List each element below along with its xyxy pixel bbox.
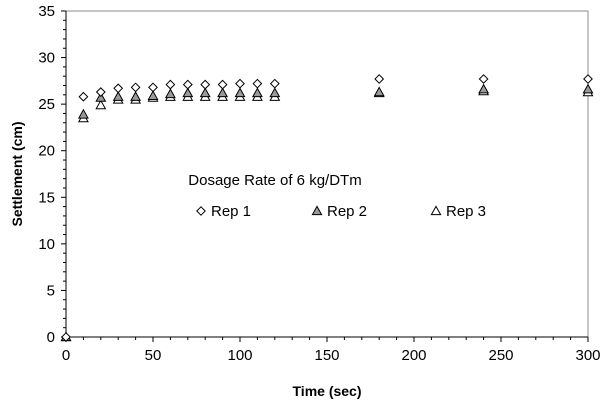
x-axis-title: Time (sec): [293, 383, 362, 399]
legend-label-rep-1: Rep 1: [211, 203, 251, 220]
y-tick-label: 25: [38, 96, 55, 113]
point-rep-1: [374, 74, 385, 84]
y-tick-label: 5: [47, 282, 55, 299]
point-rep-1: [200, 79, 211, 90]
legend-marker-rep-3: [430, 205, 442, 216]
point-rep-1: [252, 78, 263, 89]
point-rep-2: [77, 108, 89, 119]
point-rep-2: [130, 91, 142, 101]
y-tick-label: 35: [38, 3, 55, 20]
legend-label-rep-2: Rep 2: [327, 203, 367, 220]
point-rep-1: [235, 78, 245, 89]
point-rep-2: [112, 91, 124, 101]
point-rep-1: [182, 79, 193, 90]
y-axis-title: Settlement (cm): [9, 121, 25, 226]
point-rep-1: [165, 79, 176, 90]
point-rep-1: [269, 78, 280, 89]
point-rep-1: [95, 87, 106, 97]
point-rep-1: [148, 82, 158, 93]
point-rep-1: [113, 83, 124, 94]
y-tick-label: 30: [38, 50, 55, 67]
point-rep-1: [78, 91, 89, 102]
legend-marker-rep-1: [196, 206, 206, 216]
plot-area: [65, 10, 589, 338]
point-rep-2: [373, 86, 385, 97]
y-tick-label: 0: [47, 329, 55, 346]
point-rep-2: [269, 87, 281, 98]
y-tick-label: 15: [38, 189, 55, 206]
legend-label-rep-3: Rep 3: [446, 203, 486, 220]
dosage-annotation: Dosage Rate of 6 kg/DTm: [188, 172, 361, 189]
data-markers: [60, 74, 594, 342]
point-rep-2: [582, 83, 594, 94]
x-tick-label: 50: [145, 347, 162, 364]
point-rep-2: [182, 87, 194, 98]
point-rep-2: [478, 83, 490, 94]
point-rep-1: [130, 82, 141, 93]
point-rep-3: [95, 99, 107, 110]
point-rep-2: [164, 88, 176, 99]
point-rep-2: [251, 87, 263, 98]
x-tick-label: 300: [575, 347, 600, 364]
point-rep-2: [234, 87, 246, 98]
x-tick-label: 100: [227, 347, 252, 364]
point-rep-2: [217, 87, 229, 98]
axis-ticks: 0 5 10 15 20 25 30 35 0 50 100 150 200 250 300: [38, 3, 600, 364]
point-rep-1: [217, 79, 228, 90]
legend: Rep 1 Rep 2 Rep 3: [196, 203, 486, 220]
point-rep-2: [199, 87, 211, 98]
y-tick-label: 20: [38, 143, 55, 160]
point-rep-1: [583, 74, 593, 84]
x-tick-label: 0: [62, 347, 70, 364]
x-tick-label: 250: [488, 347, 513, 364]
legend-marker-rep-2: [311, 205, 323, 216]
y-tick-label: 10: [38, 236, 55, 253]
x-tick-label: 150: [314, 347, 339, 364]
point-rep-1: [478, 74, 489, 84]
point-rep-2: [147, 90, 159, 100]
point-rep-1: [61, 332, 71, 342]
point-rep-2: [95, 91, 107, 102]
x-tick-label: 200: [401, 347, 426, 364]
